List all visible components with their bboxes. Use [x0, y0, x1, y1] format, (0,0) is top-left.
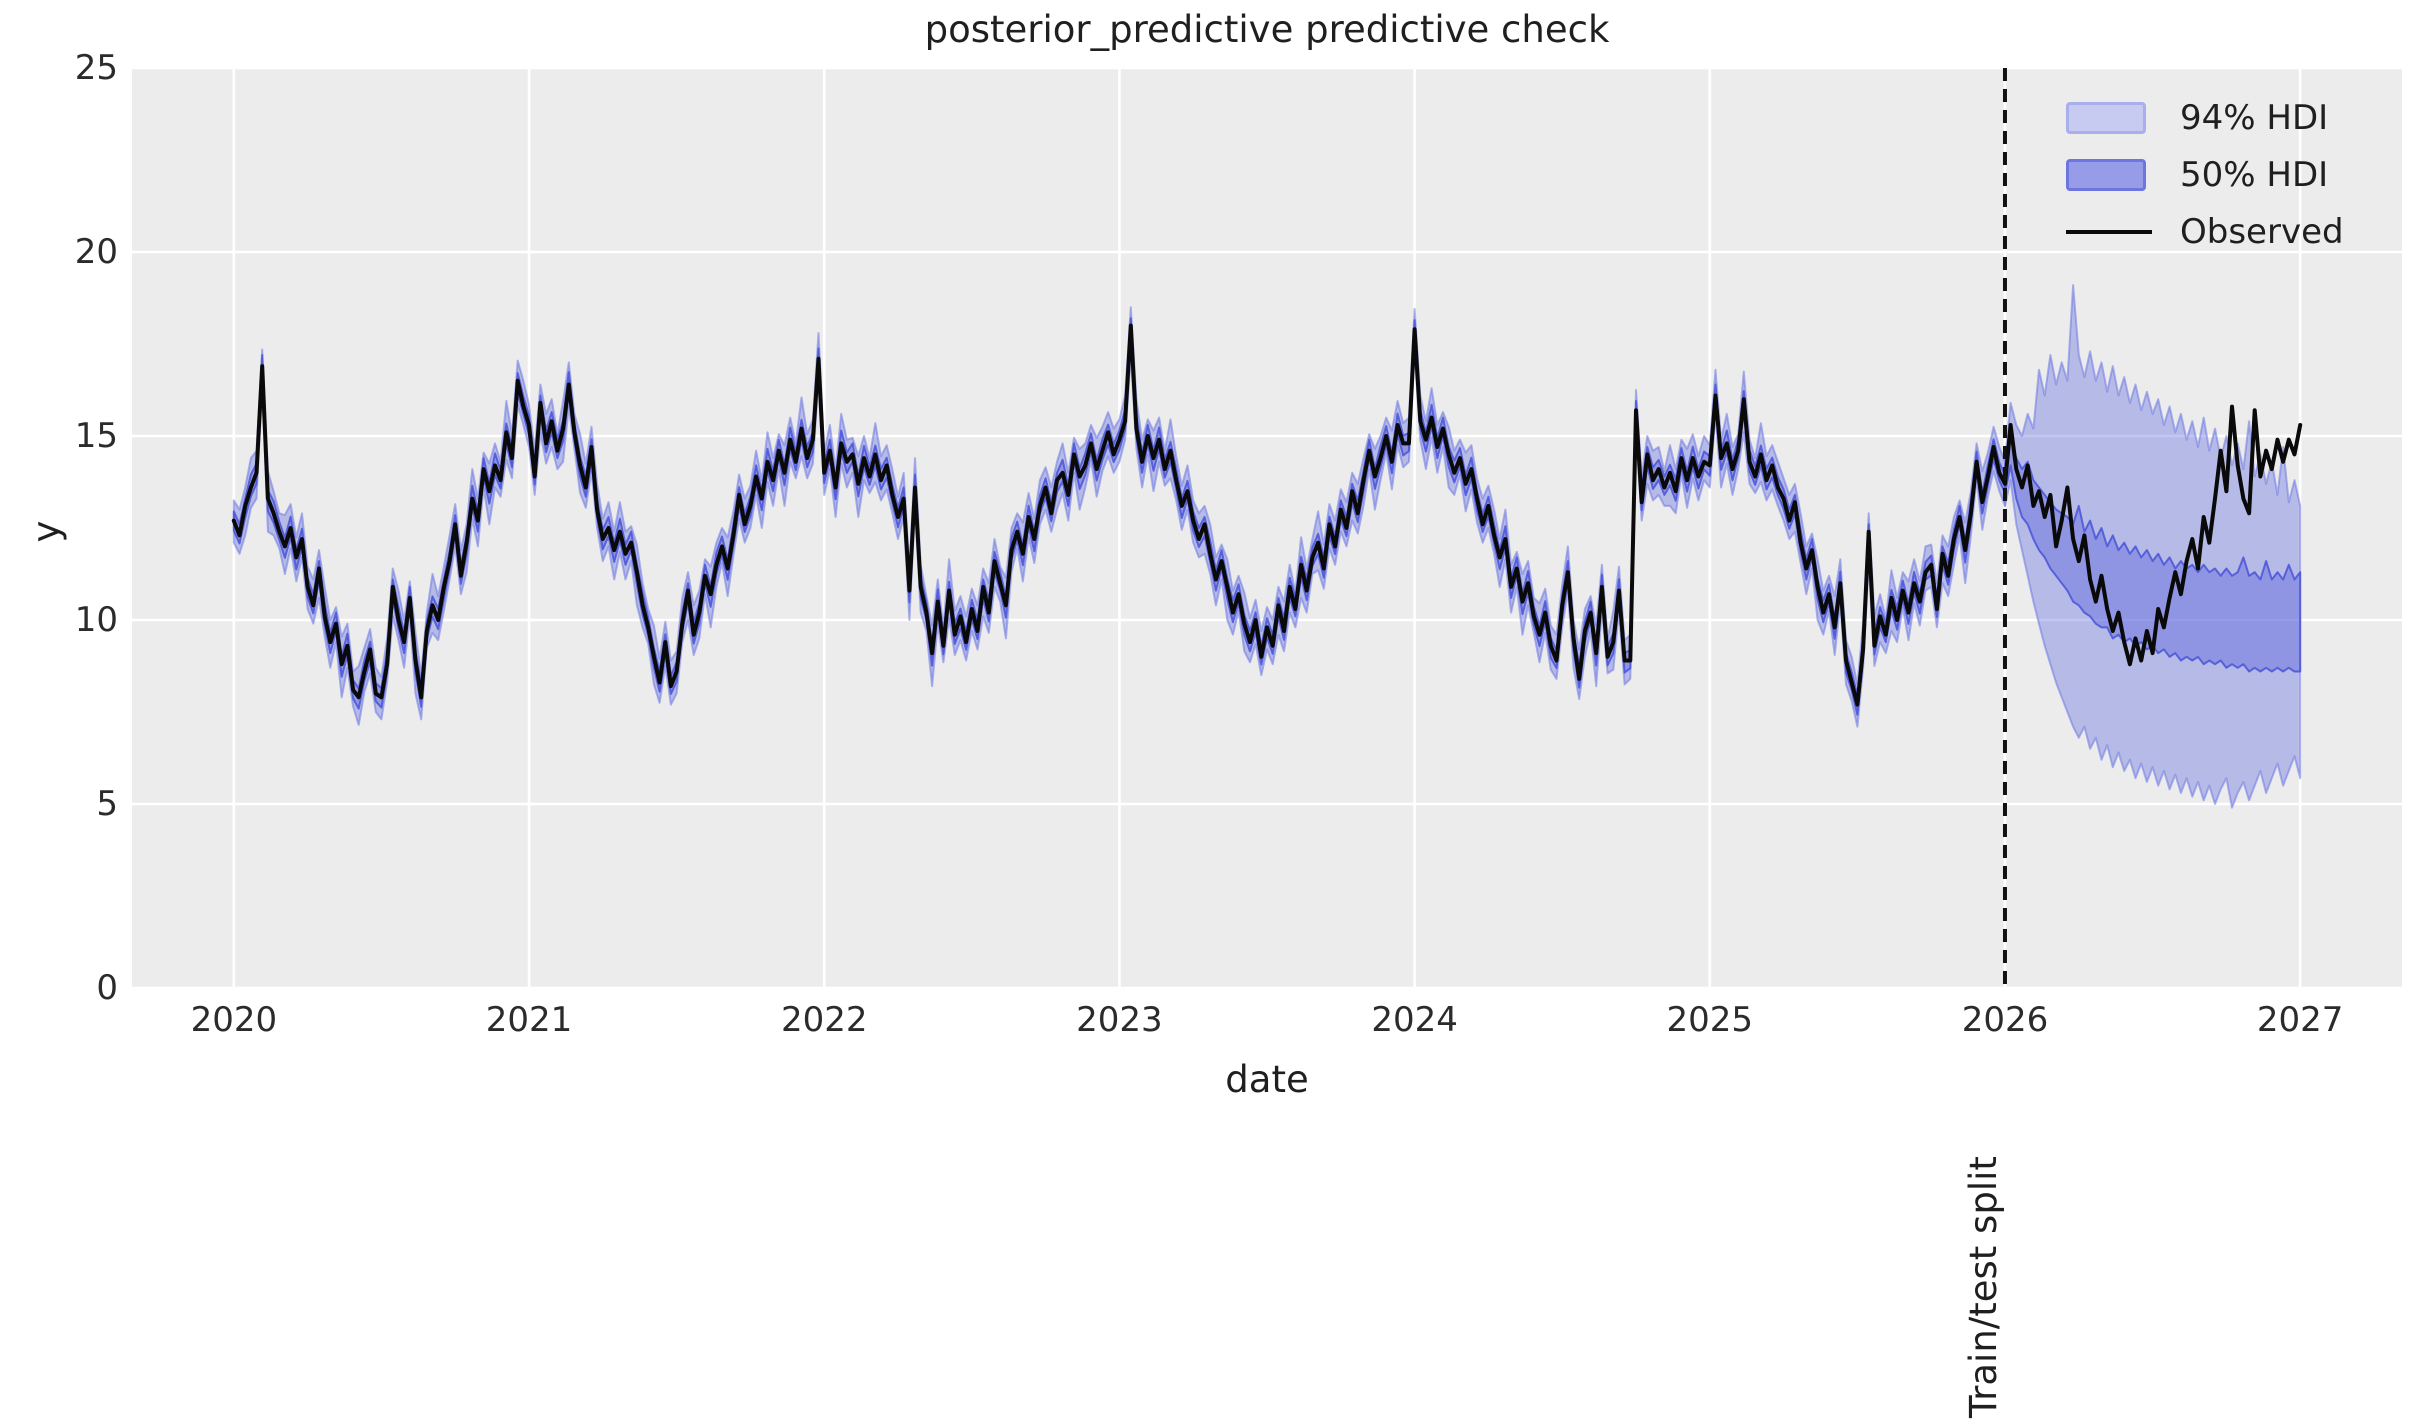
x-tick-label: 2020: [190, 1000, 278, 1040]
x-tick-label: 2024: [1371, 1000, 1458, 1040]
y-tick-label: 0: [96, 968, 118, 1008]
y-axis-label: y: [24, 520, 68, 543]
x-tick-label: 2023: [1076, 1000, 1163, 1040]
observed-line: [231, 323, 2303, 707]
hdi50-band-forecast: [2004, 435, 2302, 673]
y-tick-label: 5: [96, 784, 118, 824]
x-tick-label: 2026: [1961, 1000, 2049, 1040]
x-tick-label: 2021: [485, 1000, 573, 1040]
legend-label-50-hdi: 50% HDI: [2180, 155, 2329, 195]
hdi94-band-forecast: [2004, 284, 2302, 809]
plot-background: [132, 68, 2402, 988]
x-axis-label: date: [1225, 1058, 1309, 1101]
observed-line-icon: [2066, 230, 2152, 234]
train-test-split-label: Train/test split: [1962, 1156, 2005, 1418]
hdi50-swatch-icon: [2066, 159, 2146, 191]
x-tick-label: 2025: [1666, 1000, 1754, 1040]
y-tick-label: 15: [74, 416, 118, 456]
hdi94-swatch-icon: [2066, 102, 2146, 134]
chart-title: posterior_predictive predictive check: [924, 8, 1610, 51]
y-tick-label: 25: [74, 48, 118, 88]
x-tick-label: 2022: [780, 1000, 868, 1040]
legend-label-observed: Observed: [2180, 212, 2344, 252]
y-tick-label: 20: [74, 232, 118, 272]
legend-label-94-hdi: 94% HDI: [2180, 98, 2329, 138]
y-tick-label: 10: [74, 600, 118, 640]
x-tick-label: 2027: [2256, 1000, 2344, 1040]
